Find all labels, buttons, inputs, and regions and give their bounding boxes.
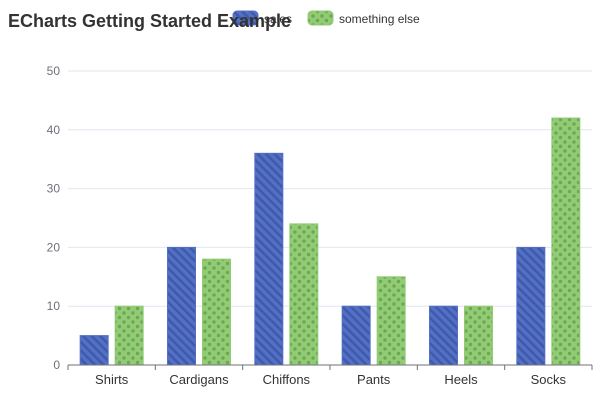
bar-sales-pants[interactable] xyxy=(341,305,371,366)
y-tick-label: 40 xyxy=(47,123,61,137)
bar-something-else-socks[interactable] xyxy=(551,117,581,366)
bar-sales-shirts[interactable] xyxy=(79,335,109,366)
y-tick-label: 0 xyxy=(53,358,60,372)
bar-something-else-cardigans[interactable] xyxy=(202,258,231,366)
bar-sales-socks[interactable] xyxy=(516,246,546,366)
x-tick-label: Chiffons xyxy=(263,372,311,387)
legend-item-something-else[interactable]: something else xyxy=(307,10,420,26)
bar-sales-heels[interactable] xyxy=(429,305,458,366)
grid-lines xyxy=(68,70,592,307)
legend-item-sales[interactable]: sales xyxy=(232,10,292,26)
bars xyxy=(79,117,581,366)
bar-sales-cardigans[interactable] xyxy=(167,246,196,366)
x-tick-label: Heels xyxy=(444,372,478,387)
bar-something-else-pants[interactable] xyxy=(376,276,406,366)
x-tick-label: Socks xyxy=(531,372,567,387)
chart-title: ECharts Getting Started Example xyxy=(8,11,291,31)
legend-swatch xyxy=(307,10,334,26)
legend[interactable]: sales something else xyxy=(232,10,420,26)
y-tick-label: 30 xyxy=(47,182,61,196)
x-tick-label: Pants xyxy=(357,372,391,387)
legend-label: sales xyxy=(264,12,292,26)
y-tick-label: 10 xyxy=(47,299,61,313)
y-tick-label: 20 xyxy=(47,240,61,254)
legend-swatch xyxy=(232,10,259,26)
legend-label: something else xyxy=(339,12,420,26)
axes: 0 10 20 30 40 50 Shirts Cardigans Chiffons Pants H… xyxy=(47,64,593,387)
x-tick-label: Cardigans xyxy=(169,372,229,387)
x-tick-label: Shirts xyxy=(95,372,129,387)
bar-sales-chiffons[interactable] xyxy=(254,152,284,366)
y-tick-label: 50 xyxy=(47,64,61,78)
bar-something-else-heels[interactable] xyxy=(464,305,493,366)
bar-something-else-chiffons[interactable] xyxy=(289,223,319,366)
bar-something-else-shirts[interactable] xyxy=(114,305,144,366)
